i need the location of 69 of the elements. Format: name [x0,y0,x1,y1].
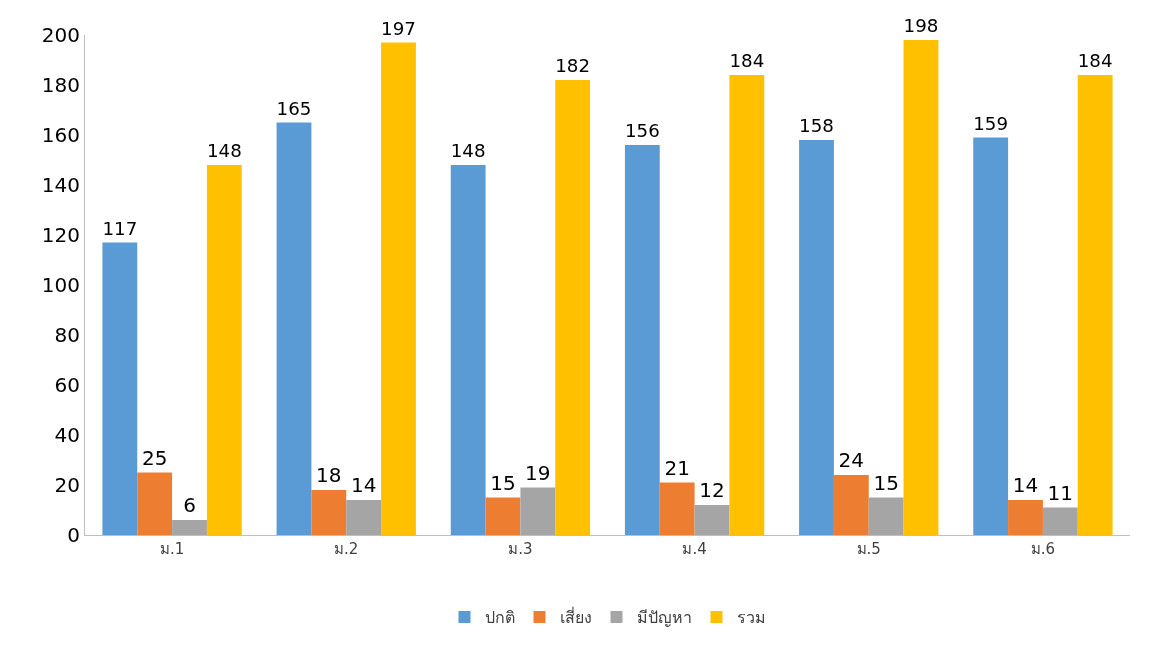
data-label: 25 [141,445,168,470]
data-label: 12 [699,478,725,502]
y-tick-label: 160 [41,123,80,147]
data-label: 14 [1012,473,1039,497]
data-label: 165 [276,97,312,119]
data-label: 184 [1077,50,1113,72]
bar [520,487,556,535]
bar [276,122,312,535]
bar [1077,75,1113,535]
y-tick-label: 200 [41,23,80,47]
data-label: 198 [903,15,939,37]
data-label: 14 [350,473,377,497]
y-tick-label: 20 [54,473,80,497]
x-tick-label: ม.3 [508,540,533,558]
bar [659,482,695,535]
legend-label: รวม [736,608,766,628]
bar [1008,500,1043,535]
data-label: 6 [183,493,196,517]
bar [555,80,591,535]
x-tick-label: ม.1 [159,540,185,558]
x-tick-label: ม.2 [334,540,359,558]
y-tick-label: 40 [54,423,80,447]
legend-label: ปกติ [484,608,515,628]
data-label: 11 [1047,480,1074,505]
data-label: 18 [316,463,342,487]
data-label: 182 [555,55,591,77]
x-tick-label: ม.5 [856,540,881,558]
data-label: 184 [729,50,765,72]
y-tick-label: 120 [41,223,80,247]
data-label: 156 [624,120,660,142]
y-tick-label: 0 [67,523,80,547]
data-label: 158 [799,115,834,137]
data-label: 15 [873,470,899,495]
x-tick-label: ม.6 [1030,540,1056,558]
y-tick-label: 60 [54,373,80,397]
data-label: 21 [664,455,690,480]
bar [450,165,486,535]
data-label: 197 [381,17,416,39]
bar [1042,507,1078,535]
bar [485,497,521,535]
bar [346,500,382,535]
data-label: 24 [838,448,865,472]
y-tick-label: 180 [41,73,80,97]
bar [206,165,242,535]
bar [172,520,207,535]
bar [868,497,904,535]
legend-label: มีปัญหา [636,608,692,628]
legend-label: เสี่ยง [559,606,592,628]
data-label: 15 [490,470,516,495]
x-tick-label: ม.4 [682,540,707,558]
y-tick-label: 100 [41,273,80,297]
bar [624,145,660,535]
bar [381,42,416,535]
y-tick-label: 140 [41,173,80,197]
bar [799,140,834,535]
bar [137,472,173,535]
bar [903,40,939,535]
data-label: 19 [525,460,551,485]
y-tick-label: 80 [54,323,80,347]
bar [102,242,138,535]
bar [311,490,347,535]
data-label: 148 [450,140,486,162]
bar [729,75,765,535]
bar [694,505,730,535]
data-label: 159 [973,112,1009,134]
bar [833,475,869,535]
data-label: 148 [206,140,242,162]
data-label: 117 [102,217,138,239]
bar [973,137,1009,535]
